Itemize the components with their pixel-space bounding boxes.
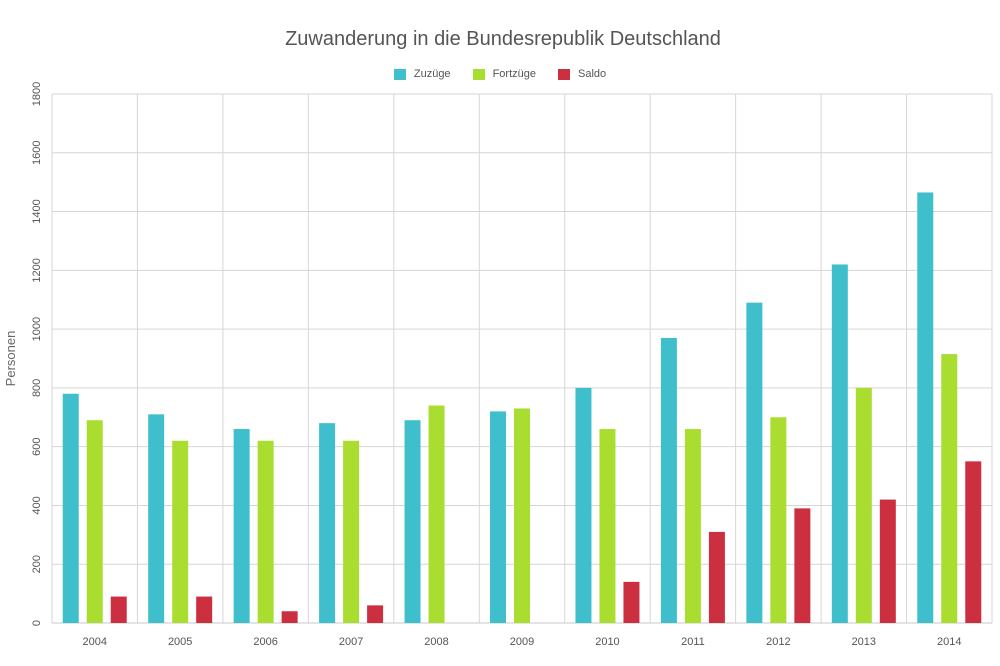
y-axis-ticks: 0 200 400 600 800 1000 1200 1400 1600 1800 xyxy=(31,82,43,626)
bar-fortzuege-2012[interactable] xyxy=(770,417,787,623)
bar-zuzuege-2013[interactable] xyxy=(831,264,848,623)
x-tick-label: 2008 xyxy=(424,636,448,648)
y-tick-label: 0 xyxy=(31,620,43,626)
bar-fortzuege-2014[interactable] xyxy=(941,354,958,623)
bars xyxy=(62,192,982,624)
legend-swatch-zuzuege xyxy=(393,68,406,80)
bar-saldo-2006[interactable] xyxy=(281,611,298,623)
bar-saldo-2007[interactable] xyxy=(367,605,384,623)
x-tick-label: 2014 xyxy=(937,636,961,648)
x-tick-label: 2006 xyxy=(253,636,277,648)
y-tick-label: 1800 xyxy=(31,82,43,106)
legend-item-fortzuege[interactable]: Fortzüge xyxy=(472,68,536,80)
bar-fortzuege-2005[interactable] xyxy=(172,440,189,623)
bar-zuzuege-2004[interactable] xyxy=(62,393,79,623)
bar-fortzuege-2011[interactable] xyxy=(684,429,701,623)
y-tick-label: 800 xyxy=(31,379,43,397)
bar-fortzuege-2008[interactable] xyxy=(428,405,445,623)
x-axis-ticks: 2004 2005 2006 2007 2008 2009 2010 2011 2012 2013… xyxy=(82,636,961,648)
x-tick-label: 2011 xyxy=(681,636,705,648)
bar-zuzuege-2011[interactable] xyxy=(660,337,677,623)
bar-saldo-2004[interactable] xyxy=(110,596,127,623)
legend-swatch-fortzuege xyxy=(472,68,485,80)
y-tick-label: 1200 xyxy=(31,258,43,282)
bar-saldo-2010[interactable] xyxy=(623,581,640,623)
x-tick-label: 2009 xyxy=(510,636,534,648)
legend: Zuzüge Fortzüge Saldo xyxy=(0,68,1000,80)
legend-label-zuzuege: Zuzüge xyxy=(413,68,451,80)
bar-fortzuege-2006[interactable] xyxy=(257,440,274,623)
legend-swatch-saldo xyxy=(557,68,570,80)
chart-title: Zuwanderung in die Bundesrepublik Deutsc… xyxy=(285,28,721,50)
bar-zuzuege-2006[interactable] xyxy=(233,429,250,623)
x-tick-label: 2013 xyxy=(852,636,876,648)
bar-zuzuege-2005[interactable] xyxy=(148,414,165,623)
bar-saldo-2005[interactable] xyxy=(196,596,213,623)
bar-fortzuege-2007[interactable] xyxy=(343,440,360,623)
y-tick-label: 1600 xyxy=(31,141,43,165)
bar-fortzuege-2013[interactable] xyxy=(855,387,872,623)
bar-zuzuege-2008[interactable] xyxy=(404,420,421,623)
bar-fortzuege-2009[interactable] xyxy=(514,408,530,623)
bar-saldo-2013[interactable] xyxy=(879,499,896,623)
legend-item-saldo[interactable]: Saldo xyxy=(557,68,607,80)
bar-fortzuege-2004[interactable] xyxy=(86,420,103,623)
x-tick-label: 2005 xyxy=(168,636,192,648)
x-tick-label: 2007 xyxy=(339,636,363,648)
bar-zuzuege-2014[interactable] xyxy=(917,192,934,624)
bar-zuzuege-2012[interactable] xyxy=(746,302,763,623)
bar-zuzuege-2007[interactable] xyxy=(319,423,336,623)
legend-item-zuzuege[interactable]: Zuzüge xyxy=(393,68,451,80)
y-axis-label: Personen xyxy=(3,331,18,387)
y-tick-label: 200 xyxy=(31,555,43,573)
legend-label-fortzuege: Fortzüge xyxy=(492,68,536,80)
x-tick-label: 2004 xyxy=(82,636,106,648)
bar-zuzuege-2009[interactable] xyxy=(490,411,506,623)
bar-zuzuege-2010[interactable] xyxy=(575,387,592,623)
y-tick-label: 400 xyxy=(31,496,43,514)
bar-saldo-2011[interactable] xyxy=(708,531,725,623)
y-tick-label: 1400 xyxy=(31,199,43,223)
bar-saldo-2014[interactable] xyxy=(965,461,982,623)
x-tick-label: 2010 xyxy=(595,636,619,648)
y-tick-label: 1000 xyxy=(31,317,43,341)
bar-fortzuege-2010[interactable] xyxy=(599,429,616,623)
legend-label-saldo: Saldo xyxy=(577,68,607,80)
x-tick-label: 2012 xyxy=(766,636,790,648)
bar-saldo-2012[interactable] xyxy=(794,508,811,623)
y-tick-label: 600 xyxy=(31,437,43,455)
